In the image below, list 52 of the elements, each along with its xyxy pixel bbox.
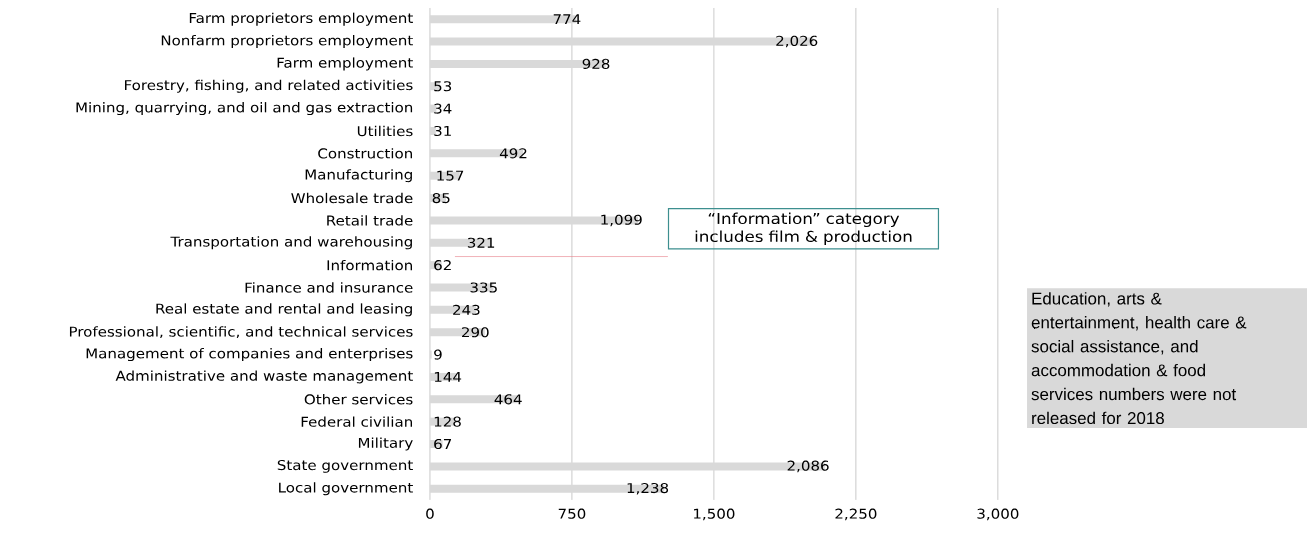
data-label: 34 [434,103,452,114]
data-label: 1,238 [627,483,669,495]
y-tick-label: Transportation and warehousing [170,236,412,250]
data-label: 464 [494,394,522,405]
y-tick-label: Utilities [357,125,413,137]
x-tick-label: 2,250 [835,508,877,521]
data-label: 62 [434,260,451,271]
y-tick-label: Local government [279,482,413,496]
data-label: 9 [434,349,442,360]
data-label: 492 [499,148,527,159]
data-label: 144 [434,372,462,382]
annotation: “Information” category includes film & production [695,212,912,245]
y-tick-label: Federal civilian [301,416,412,427]
data-label: 31 [434,125,451,137]
y-tick-label: Nonfarm proprietors employment [161,35,413,49]
y-tick-label: Real estate and rental and leasing [156,303,412,317]
data-label: 2,026 [776,35,818,48]
data-label: 928 [582,58,610,70]
x-tick-label: 0 [426,508,434,519]
data-label: 2,086 [787,460,829,473]
y-tick-label: Other services [304,394,413,405]
y-tick-label: Farm proprietors employment [189,12,413,26]
y-tick-label: Manufacturing [305,169,412,183]
y-tick-label: Finance and insurance [245,282,413,293]
data-label: 1,099 [601,214,642,227]
data-label: 774 [553,14,581,25]
bar [429,127,436,136]
y-tick-label: State government [277,460,413,473]
data-label: 128 [434,416,461,427]
x-tick-label: 3,000 [977,508,1019,521]
y-tick-label: Professional, scientific, and technical services [69,326,413,339]
y-tick-label: Farm employment [277,57,413,71]
y-tick-label: Retail trade [327,215,413,226]
data-label: 67 [434,438,452,450]
y-tick-label: Military [358,437,413,451]
x-tick-label: 1,500 [694,508,735,521]
y-tick-label: Information [327,259,412,271]
y-tick-label: Mining, quarrying, and oil and gas extraction [76,102,413,116]
data-label: 53 [434,81,452,92]
x-tick-label: 750 [558,508,586,519]
data-label: 243 [453,304,480,315]
text: Education, arts & entertainment, health care & social assistance, and accommodation & food services numbers were not released for 2018 [1031,292,1247,425]
data-label: 290 [462,327,489,338]
data-label: 157 [437,170,464,181]
y-tick-label: Forestry, fishing, and related activities [125,79,413,93]
data-label: 321 [467,237,495,248]
y-tick-label: Management of companies and enterprises [86,348,413,362]
data-label: 85 [432,193,450,204]
data-label: 335 [470,282,497,293]
y-tick-label: Administrative and waste management [115,370,413,384]
y-tick-label: Construction [318,148,412,159]
y-tick-label: Wholesale trade [291,192,413,204]
